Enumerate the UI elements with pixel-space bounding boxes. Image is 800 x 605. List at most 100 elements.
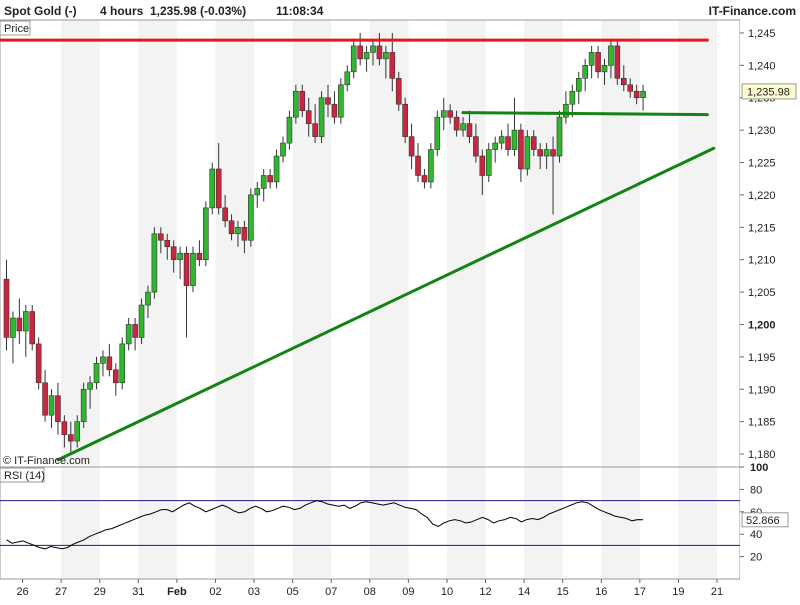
candle-body [87,382,93,390]
candle [524,130,531,176]
candle-body [569,90,576,105]
candle-body [485,149,492,176]
candle [215,143,222,215]
candle-body [74,421,81,442]
candle [119,337,126,390]
time-tick-label: 07 [325,586,337,598]
candle [100,350,106,377]
trendline-rising-trendline [56,146,716,462]
price-tick-label: 1,185 [748,417,776,429]
candle [35,337,42,390]
candle [61,415,68,448]
candle [267,169,273,189]
rsi-day-stripe [678,467,718,579]
clock-label: 11:08:34 [276,4,324,18]
candle [3,259,10,351]
candle-body [113,369,119,384]
rsi-last-marker: 52.866 [741,512,789,528]
candle [305,97,312,137]
candle-body [505,136,511,150]
candle-body [421,175,428,183]
rsi-bands [0,500,740,546]
candle [389,32,396,92]
brand-label: IT-Finance.com [709,4,796,18]
quote-label: 1,235.98 (-0.03%) [150,4,246,18]
candle [80,382,87,429]
day-stripe [215,20,255,467]
candle [93,356,100,390]
candle [203,201,209,267]
rsi-day-stripes [61,467,718,579]
time-tick-label: 27 [55,586,67,598]
candle [408,123,415,169]
candle-body [511,129,518,150]
candle-body [395,78,402,105]
candle-body [209,168,216,209]
candle [588,45,595,79]
candle [627,78,634,98]
trendline-support-horizontal [461,111,709,117]
rsi-panel-label: RSI (14) [4,470,45,482]
candle [87,376,93,409]
candle-body [524,136,531,170]
trendlines-group [0,38,716,462]
candle-body [428,149,434,183]
candle [235,220,241,247]
candle [183,246,190,338]
candle [113,363,119,396]
time-tick-label: 12 [479,586,491,598]
candle-body [29,311,36,345]
day-stripe [524,20,563,467]
candle-body [215,168,222,209]
candle [505,123,511,157]
time-tick-label: 02 [209,586,221,598]
candle-body [48,395,55,416]
candle [402,97,408,144]
day-stripe [678,20,718,467]
time-tick-label: 29 [94,586,106,598]
candle-body [35,343,42,384]
candle [383,45,389,79]
candle-body [158,233,164,241]
day-stripe [292,20,332,467]
candle [395,71,402,111]
candle-body [80,388,87,422]
candle-body [575,78,582,92]
price-tick-label: 1,180 [748,449,776,461]
candle-body [170,246,177,260]
candle [10,311,16,364]
candle-body [286,116,293,144]
candle-body [190,252,196,286]
price-tick-label: 1,245 [748,28,776,40]
candle [222,194,228,228]
candle-body [357,45,363,60]
candle-body [633,90,640,99]
candle [138,298,145,344]
candle [254,181,261,208]
candle [601,58,608,85]
candle [440,97,447,131]
candle-body [273,155,280,183]
candle [460,117,466,137]
candle-body [106,356,113,371]
candle [170,240,177,273]
candle [158,227,164,254]
candle-body [196,252,203,260]
price-tick-label: 1,205 [748,287,776,299]
candle-body [183,252,190,286]
candle [569,84,576,118]
candle-body [440,110,447,118]
candle [350,39,357,79]
candle-body [466,123,473,137]
candle-body [293,90,299,118]
price-tick-label: 1,230 [748,125,776,137]
candle-body [61,421,68,435]
header-bar: Spot Gold (-) 4 hours 1,235.98 (-0.03%) … [0,0,800,20]
candle-body [151,233,158,293]
last-price-marker: 1,235.98 [741,83,797,100]
candle [260,169,267,202]
candle-body [164,239,171,248]
candle-body [344,71,351,86]
price-panel-label: Price [4,23,29,35]
candle [550,136,556,215]
